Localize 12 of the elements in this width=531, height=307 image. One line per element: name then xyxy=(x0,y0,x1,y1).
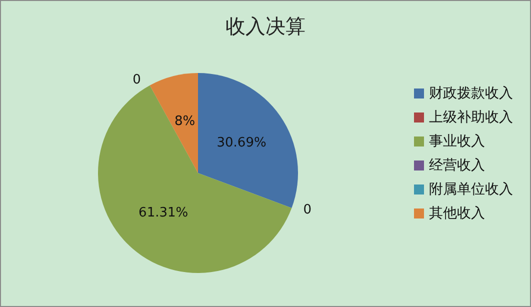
legend-label: 财政拨款收入 xyxy=(429,86,513,102)
data-label: 61.31% xyxy=(138,206,188,221)
legend-label: 事业收入 xyxy=(429,134,485,150)
legend-label: 其他收入 xyxy=(429,206,485,222)
text: 0 xyxy=(303,202,312,218)
chart-title: 收入决算 xyxy=(226,14,306,38)
legend-label: 上级补助收入 xyxy=(429,110,513,126)
data-label: 8% xyxy=(174,114,196,130)
text: 0 xyxy=(132,72,141,88)
data-label: 30.69% xyxy=(216,135,266,150)
legend-label: 经营收入 xyxy=(429,158,485,174)
legend-label: 附属单位收入 xyxy=(429,182,513,198)
